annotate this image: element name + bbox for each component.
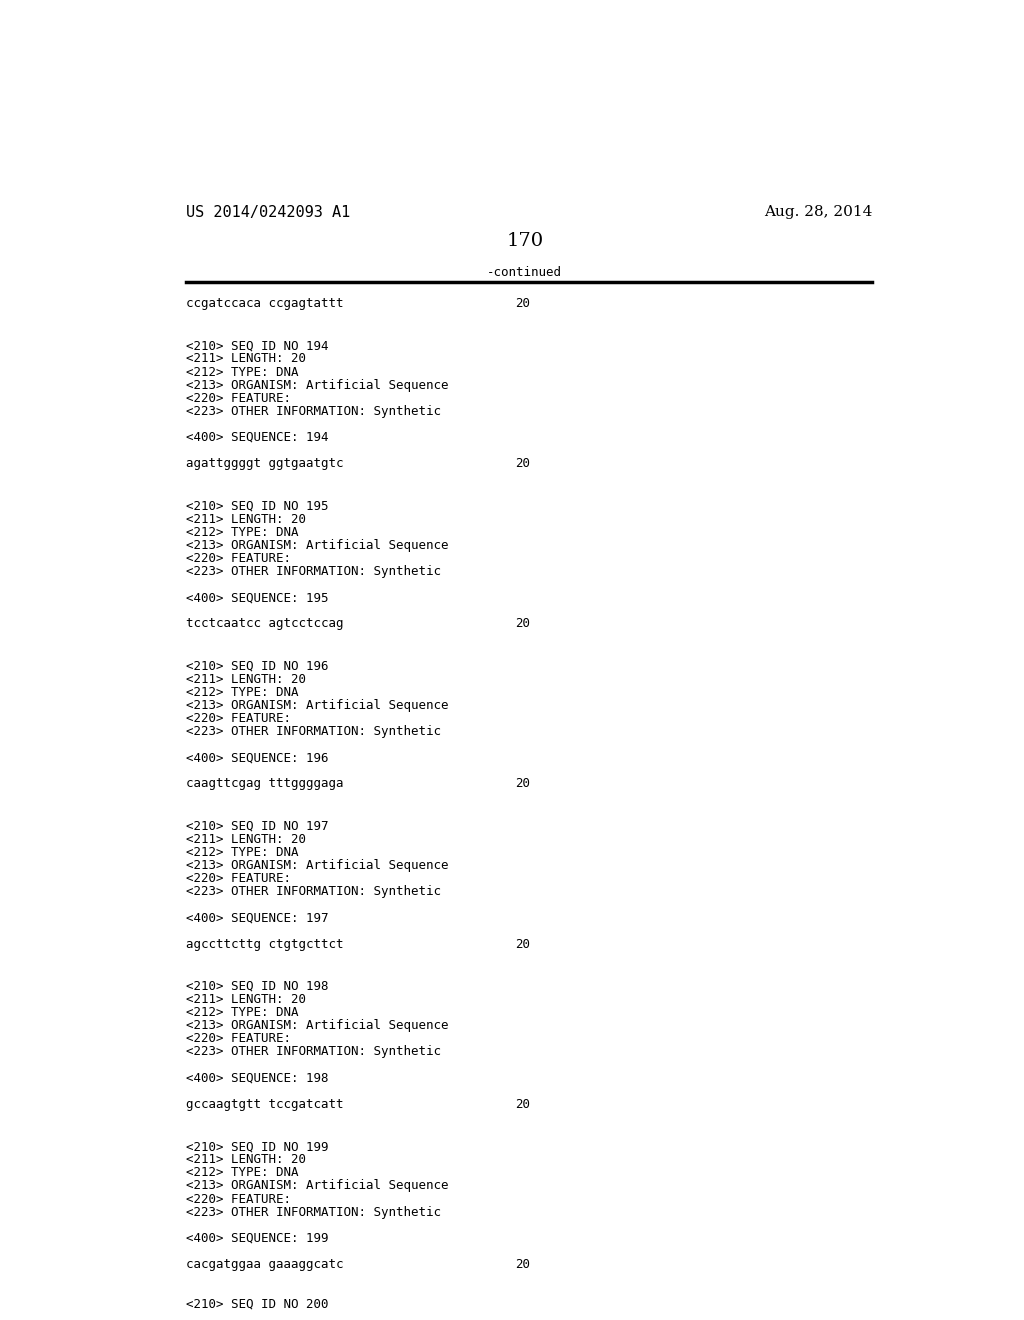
Text: <223> OTHER INFORMATION: Synthetic: <223> OTHER INFORMATION: Synthetic — [186, 1045, 441, 1059]
Text: <211> LENGTH: 20: <211> LENGTH: 20 — [186, 833, 306, 846]
Text: ccgatccaca ccgagtattt: ccgatccaca ccgagtattt — [186, 297, 344, 310]
Text: 170: 170 — [506, 231, 544, 249]
Text: -continued: -continued — [487, 267, 562, 280]
Text: <220> FEATURE:: <220> FEATURE: — [186, 552, 291, 565]
Text: <212> TYPE: DNA: <212> TYPE: DNA — [186, 686, 299, 698]
Text: <210> SEQ ID NO 195: <210> SEQ ID NO 195 — [186, 499, 329, 512]
Text: <212> TYPE: DNA: <212> TYPE: DNA — [186, 366, 299, 379]
Text: <213> ORGANISM: Artificial Sequence: <213> ORGANISM: Artificial Sequence — [186, 539, 449, 552]
Text: <400> SEQUENCE: 199: <400> SEQUENCE: 199 — [186, 1232, 329, 1245]
Text: <212> TYPE: DNA: <212> TYPE: DNA — [186, 1006, 299, 1019]
Text: <223> OTHER INFORMATION: Synthetic: <223> OTHER INFORMATION: Synthetic — [186, 725, 441, 738]
Text: <223> OTHER INFORMATION: Synthetic: <223> OTHER INFORMATION: Synthetic — [186, 1205, 441, 1218]
Text: gccaagtgtt tccgatcatt: gccaagtgtt tccgatcatt — [186, 1098, 344, 1111]
Text: <400> SEQUENCE: 197: <400> SEQUENCE: 197 — [186, 911, 329, 924]
Text: caagttcgag tttggggaga: caagttcgag tttggggaga — [186, 777, 344, 791]
Text: 20: 20 — [515, 937, 530, 950]
Text: 20: 20 — [515, 1098, 530, 1111]
Text: Aug. 28, 2014: Aug. 28, 2014 — [764, 205, 872, 219]
Text: tcctcaatcc agtcctccag: tcctcaatcc agtcctccag — [186, 618, 344, 631]
Text: <220> FEATURE:: <220> FEATURE: — [186, 873, 291, 886]
Text: <223> OTHER INFORMATION: Synthetic: <223> OTHER INFORMATION: Synthetic — [186, 565, 441, 578]
Text: <211> LENGTH: 20: <211> LENGTH: 20 — [186, 352, 306, 366]
Text: <210> SEQ ID NO 200: <210> SEQ ID NO 200 — [186, 1298, 329, 1311]
Text: <211> LENGTH: 20: <211> LENGTH: 20 — [186, 993, 306, 1006]
Text: <212> TYPE: DNA: <212> TYPE: DNA — [186, 525, 299, 539]
Text: 20: 20 — [515, 457, 530, 470]
Text: <220> FEATURE:: <220> FEATURE: — [186, 711, 291, 725]
Text: 20: 20 — [515, 618, 530, 631]
Text: 20: 20 — [515, 1258, 530, 1271]
Text: <213> ORGANISM: Artificial Sequence: <213> ORGANISM: Artificial Sequence — [186, 1180, 449, 1192]
Text: 20: 20 — [515, 297, 530, 310]
Text: <211> LENGTH: 20: <211> LENGTH: 20 — [186, 512, 306, 525]
Text: 20: 20 — [515, 777, 530, 791]
Text: <210> SEQ ID NO 196: <210> SEQ ID NO 196 — [186, 660, 329, 673]
Text: <400> SEQUENCE: 196: <400> SEQUENCE: 196 — [186, 751, 329, 764]
Text: <210> SEQ ID NO 194: <210> SEQ ID NO 194 — [186, 339, 329, 352]
Text: US 2014/0242093 A1: US 2014/0242093 A1 — [186, 205, 350, 219]
Text: <220> FEATURE:: <220> FEATURE: — [186, 1032, 291, 1045]
Text: <400> SEQUENCE: 194: <400> SEQUENCE: 194 — [186, 430, 329, 444]
Text: <210> SEQ ID NO 197: <210> SEQ ID NO 197 — [186, 820, 329, 833]
Text: <213> ORGANISM: Artificial Sequence: <213> ORGANISM: Artificial Sequence — [186, 700, 449, 711]
Text: <211> LENGTH: 20: <211> LENGTH: 20 — [186, 673, 306, 686]
Text: <213> ORGANISM: Artificial Sequence: <213> ORGANISM: Artificial Sequence — [186, 1019, 449, 1032]
Text: <210> SEQ ID NO 198: <210> SEQ ID NO 198 — [186, 979, 329, 993]
Text: <400> SEQUENCE: 198: <400> SEQUENCE: 198 — [186, 1072, 329, 1085]
Text: <213> ORGANISM: Artificial Sequence: <213> ORGANISM: Artificial Sequence — [186, 859, 449, 873]
Text: <220> FEATURE:: <220> FEATURE: — [186, 1192, 291, 1205]
Text: <210> SEQ ID NO 199: <210> SEQ ID NO 199 — [186, 1140, 329, 1154]
Text: <400> SEQUENCE: 195: <400> SEQUENCE: 195 — [186, 591, 329, 605]
Text: <223> OTHER INFORMATION: Synthetic: <223> OTHER INFORMATION: Synthetic — [186, 405, 441, 418]
Text: <211> LENGTH: 20: <211> LENGTH: 20 — [186, 1154, 306, 1167]
Text: <220> FEATURE:: <220> FEATURE: — [186, 392, 291, 405]
Text: agattggggt ggtgaatgtc: agattggggt ggtgaatgtc — [186, 457, 344, 470]
Text: cacgatggaa gaaaggcatc: cacgatggaa gaaaggcatc — [186, 1258, 344, 1271]
Text: <223> OTHER INFORMATION: Synthetic: <223> OTHER INFORMATION: Synthetic — [186, 886, 441, 899]
Text: <212> TYPE: DNA: <212> TYPE: DNA — [186, 846, 299, 859]
Text: agccttcttg ctgtgcttct: agccttcttg ctgtgcttct — [186, 937, 344, 950]
Text: <213> ORGANISM: Artificial Sequence: <213> ORGANISM: Artificial Sequence — [186, 379, 449, 392]
Text: <212> TYPE: DNA: <212> TYPE: DNA — [186, 1167, 299, 1179]
